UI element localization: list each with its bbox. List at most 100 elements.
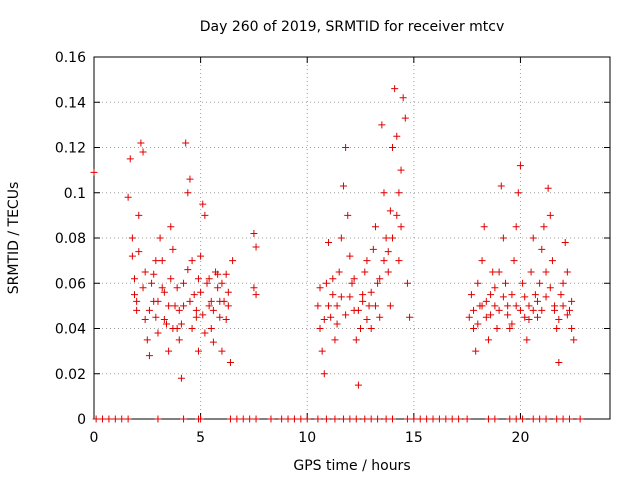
data-point — [152, 313, 160, 321]
data-point — [380, 257, 388, 265]
data-point — [165, 302, 173, 310]
data-point — [565, 306, 573, 314]
data-point — [491, 302, 499, 310]
data-point — [508, 320, 516, 328]
data-point — [546, 211, 554, 219]
data-point — [224, 288, 232, 296]
data-point — [337, 234, 345, 242]
data-point — [169, 245, 177, 253]
data-point — [229, 257, 237, 265]
data-point — [342, 144, 350, 151]
data-point — [126, 155, 134, 163]
data-point — [487, 311, 495, 319]
data-point — [491, 284, 499, 292]
data-point — [250, 229, 258, 237]
x-tick-label: 20 — [512, 430, 530, 446]
data-point — [512, 415, 520, 423]
data-point — [145, 352, 153, 360]
data-point — [177, 320, 185, 328]
data-point — [376, 313, 384, 321]
data-point — [194, 347, 202, 355]
data-point — [346, 252, 354, 260]
data-point — [99, 415, 107, 423]
data-point — [322, 415, 330, 423]
data-point — [378, 121, 386, 129]
data-point — [180, 302, 188, 310]
data-point — [563, 268, 571, 276]
data-point — [384, 268, 392, 276]
data-point — [499, 293, 507, 301]
data-point — [553, 415, 561, 423]
data-point — [246, 415, 254, 423]
data-point — [403, 279, 411, 287]
data-point — [534, 297, 542, 305]
data-point — [525, 315, 533, 323]
data-point — [131, 275, 139, 283]
data-point — [218, 279, 226, 287]
data-point — [542, 293, 550, 301]
y-tick-label: 0.06 — [55, 276, 86, 292]
data-point — [186, 297, 194, 305]
data-point — [150, 270, 158, 278]
data-point — [346, 293, 354, 301]
data-point — [470, 306, 478, 314]
y-tick-label: 0.08 — [55, 231, 86, 247]
data-point — [124, 193, 132, 201]
data-point — [209, 338, 217, 346]
data-point — [455, 415, 463, 423]
data-point — [465, 313, 473, 321]
data-point — [316, 325, 324, 332]
data-point — [222, 315, 230, 323]
data-point — [559, 279, 567, 287]
data-point — [482, 313, 490, 321]
data-point — [495, 306, 503, 314]
data-point — [514, 189, 522, 197]
data-point — [474, 320, 482, 328]
data-point — [380, 189, 388, 197]
data-point — [214, 270, 222, 278]
data-point — [478, 257, 486, 265]
chart-title: Day 260 of 2019, SRMTID for receiver mtc… — [200, 19, 505, 35]
data-point — [267, 415, 275, 423]
data-point — [337, 293, 345, 301]
data-point — [361, 415, 369, 423]
data-point — [570, 336, 578, 344]
data-point — [207, 297, 215, 305]
data-point — [135, 248, 143, 256]
data-point — [303, 415, 311, 423]
data-point — [194, 275, 202, 283]
data-point — [376, 275, 384, 283]
data-point — [154, 297, 162, 305]
data-point — [145, 306, 153, 314]
data-point — [502, 279, 510, 287]
data-point — [167, 223, 175, 231]
data-point — [435, 415, 443, 423]
data-point — [568, 325, 576, 332]
data-point — [158, 284, 166, 292]
data-point — [386, 207, 394, 215]
data-point — [410, 415, 418, 423]
y-tick-label: 0.04 — [55, 322, 86, 338]
data-point — [472, 347, 480, 355]
data-point — [333, 320, 341, 328]
data-point — [226, 358, 234, 366]
data-point — [559, 302, 567, 310]
data-point — [175, 306, 183, 314]
data-point — [344, 211, 352, 219]
data-point — [201, 211, 209, 219]
data-point — [478, 302, 486, 310]
data-point — [352, 336, 360, 344]
data-point — [209, 306, 217, 314]
data-point — [542, 415, 550, 423]
data-point — [512, 302, 520, 310]
data-point — [128, 234, 136, 242]
data-point — [199, 200, 207, 208]
data-point — [576, 415, 584, 423]
data-point — [333, 302, 341, 310]
data-point — [316, 284, 324, 292]
data-point — [508, 291, 516, 299]
data-point — [529, 415, 537, 423]
y-tick-label: 0.16 — [55, 50, 86, 66]
data-point — [173, 284, 181, 292]
data-point — [239, 415, 247, 423]
